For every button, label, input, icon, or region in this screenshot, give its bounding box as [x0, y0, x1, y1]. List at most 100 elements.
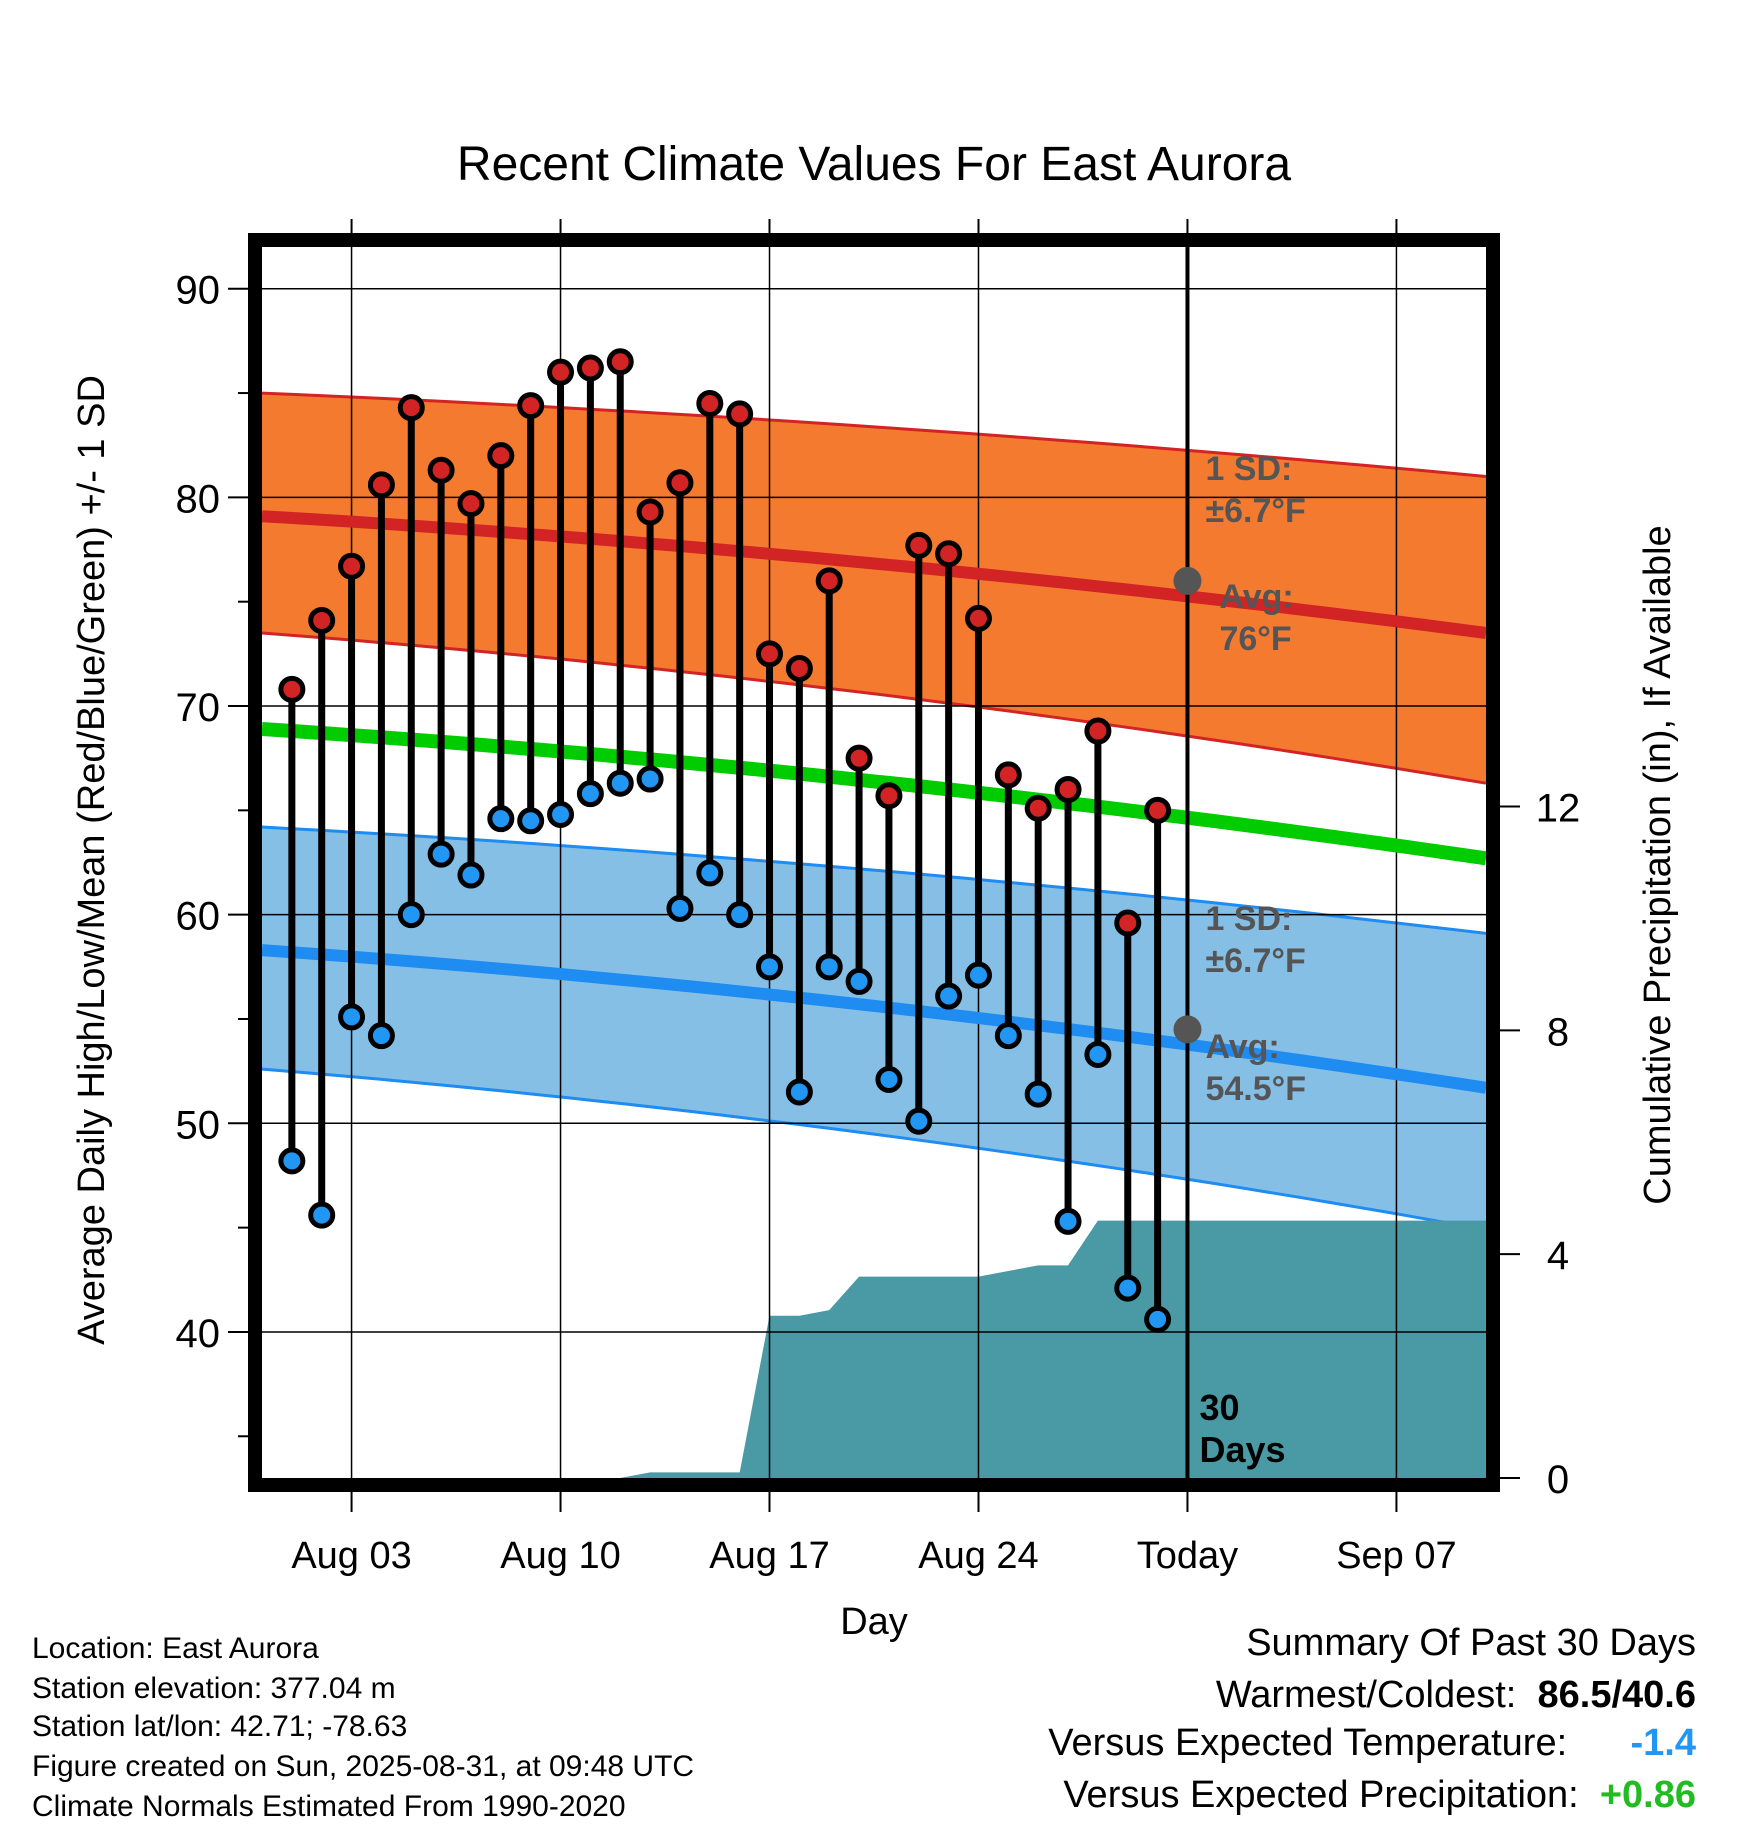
daily-high-point [1024, 794, 1052, 822]
daily-low-point [1024, 1080, 1052, 1108]
daily-low-point [397, 901, 425, 929]
daily-low-point [636, 765, 664, 793]
high-sd-band [262, 393, 1486, 784]
daily-high-point [576, 354, 604, 382]
daily-low-point [994, 1022, 1022, 1050]
y-axis-label: Average Daily High/Low/Mean (Red/Blue/Gr… [71, 375, 113, 1345]
daily-high-point [696, 389, 724, 417]
low-avg-label: Avg: [1205, 1028, 1279, 1066]
daily-low-point [338, 1003, 366, 1031]
daily-low-point [935, 982, 963, 1010]
daily-high-point [905, 531, 933, 559]
y-tick-label: 40 [176, 1312, 221, 1356]
daily-low-point [278, 1147, 306, 1175]
daily-low-point [606, 769, 634, 797]
footer-latlon: Station lat/lon: 42.71; -78.63 [32, 1710, 408, 1743]
high-avg-label: Avg: [1219, 578, 1293, 616]
daily-high-point [547, 358, 575, 386]
x-tick-label: Aug 03 [291, 1535, 411, 1577]
summary-precip-row: Versus Expected Precipitation: +0.86 [1063, 1774, 1696, 1817]
x-tick-label: Sep 07 [1336, 1535, 1456, 1577]
daily-low-point [576, 780, 604, 808]
y2-tick-label: 4 [1547, 1234, 1569, 1278]
summary-heading: Summary Of Past 30 Days [1246, 1622, 1696, 1664]
today-days-label: 30 [1199, 1387, 1239, 1428]
daily-high-point [427, 456, 455, 484]
daily-low-point [815, 953, 843, 981]
daily-low-point [1084, 1040, 1112, 1068]
daily-high-point [964, 604, 992, 632]
daily-high-point [935, 540, 963, 568]
daily-high-point [606, 348, 634, 376]
daily-high-point [338, 552, 366, 580]
plot-frame [248, 233, 1500, 1492]
summary-precip-value: +0.86 [1599, 1774, 1696, 1816]
footer-location: Location: East Aurora [32, 1632, 319, 1665]
high-sd-value: ±6.7°F [1205, 492, 1305, 530]
summary-warmest: 86.5 [1537, 1674, 1612, 1716]
summary-coldest: 40.6 [1622, 1674, 1696, 1716]
x-axis-label: Day [840, 1601, 908, 1643]
y-tick-label: 80 [176, 477, 221, 521]
high-sd-lower-edge [261, 631, 1487, 785]
daily-high-point [308, 606, 336, 634]
daily-low-point [964, 961, 992, 989]
daily-high-point [1084, 717, 1112, 745]
daily-low-point [517, 807, 545, 835]
low-sd-label: 1 SD: [1205, 900, 1292, 938]
low-sd-lower-edge [261, 1067, 1487, 1232]
normal-low-line [261, 944, 1487, 1094]
daily-low-point [875, 1065, 903, 1093]
daily-high-point [457, 490, 485, 518]
low-sd-value: ±6.7°F [1205, 942, 1305, 980]
y2-axis-label: Cumulative Precipitation (in), If Availa… [1637, 525, 1679, 1204]
summary-warm-row: Warmest/Coldest: 86.5/40.6 [1216, 1674, 1696, 1717]
daily-low-point [427, 840, 455, 868]
y2-tick-label: 0 [1547, 1458, 1569, 1502]
summary-temp-value: -1.4 [1630, 1722, 1696, 1764]
normal-mean-line [261, 722, 1487, 866]
daily-high-point [785, 654, 813, 682]
daily-high-point [726, 400, 754, 428]
x-tick-label: Aug 17 [709, 1535, 829, 1577]
y-tick-label: 50 [176, 1103, 221, 1147]
y2-tick-label: 12 [1536, 787, 1581, 831]
y-tick-label: 60 [176, 895, 221, 939]
summary-temp-label: Versus Expected Temperature: [1048, 1722, 1568, 1764]
high-avg-value: 76°F [1219, 620, 1291, 658]
x-tick-label: Today [1137, 1535, 1238, 1577]
today-low-avg-marker [1173, 1015, 1202, 1044]
x-tick-label: Aug 24 [918, 1535, 1038, 1577]
y2-tick-label: 8 [1547, 1010, 1569, 1054]
daily-high-point [397, 394, 425, 422]
daily-high-point [278, 675, 306, 703]
daily-high-point [875, 782, 903, 810]
daily-low-point [1114, 1274, 1142, 1302]
low-sd-upper-edge [261, 825, 1487, 935]
footer-elevation: Station elevation: 377.04 m [32, 1672, 396, 1705]
daily-high-point [815, 567, 843, 595]
precip-area [620, 1220, 1486, 1478]
daily-low-point [726, 901, 754, 929]
daily-low-point [547, 801, 575, 829]
low-sd-band [262, 827, 1486, 1230]
footer-normals: Climate Normals Estimated From 1990-2020 [32, 1790, 626, 1823]
daily-high-point [487, 442, 515, 470]
today-days-label: Days [1199, 1429, 1285, 1470]
daily-low-point [696, 859, 724, 887]
summary-temp-row: Versus Expected Temperature: -1.4 [1048, 1722, 1696, 1765]
y-tick-label: 90 [176, 269, 221, 313]
daily-low-point [487, 805, 515, 833]
daily-high-point [1054, 775, 1082, 803]
high-sd-label: 1 SD: [1205, 450, 1292, 488]
daily-low-point [756, 953, 784, 981]
high-sd-upper-edge [261, 391, 1487, 478]
daily-high-point [1114, 909, 1142, 937]
daily-high-point [666, 469, 694, 497]
y-tick-label: 70 [176, 686, 221, 730]
daily-high-point [756, 640, 784, 668]
plot-area: 1 SD: ±6.7°F Avg: 76°F 1 SD: ±6.7°F Avg: 54.5°F… [176, 219, 1581, 1577]
daily-low-point [785, 1078, 813, 1106]
daily-low-point [666, 894, 694, 922]
